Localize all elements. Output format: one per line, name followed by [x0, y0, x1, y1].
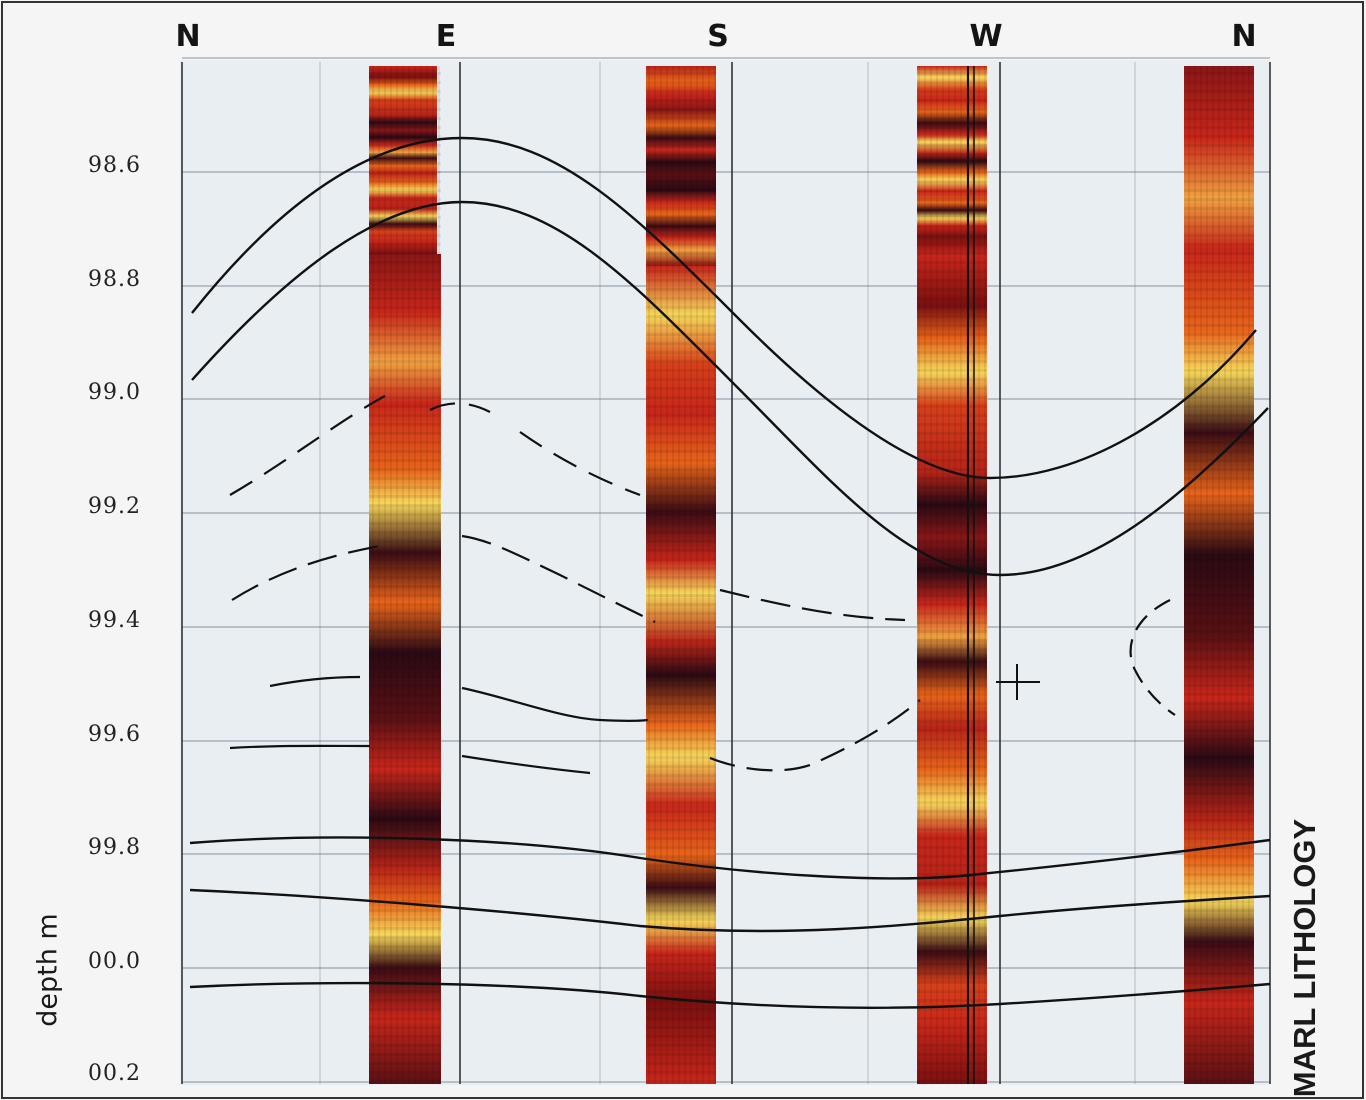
dashed-trace-1	[229, 395, 641, 497]
depth-tick-label: 98.6	[88, 153, 141, 178]
bedding-trace-2	[189, 888, 1271, 933]
dashed-trace-2	[231, 534, 906, 623]
depth-tick-label: 00.2	[88, 1061, 141, 1086]
direction-label-north-2: N	[1231, 19, 1257, 54]
fracture-trace-2	[191, 200, 1269, 577]
fracture-trace-1	[191, 136, 1257, 480]
depth-tick-label: 99.6	[88, 722, 141, 747]
depth-tick-label: 99.8	[88, 835, 141, 860]
trace-segment-3	[229, 744, 371, 750]
depth-tick-label: 99.0	[88, 380, 141, 405]
trace-segment-1	[269, 675, 361, 688]
image-strip-s	[646, 66, 716, 1084]
image-strip-e	[369, 66, 441, 1084]
depth-tick-label: 99.4	[88, 608, 141, 633]
image-strips	[369, 66, 1254, 1084]
direction-label-west: W	[969, 19, 1003, 54]
cross-marker	[996, 664, 1040, 700]
direction-lines	[181, 62, 1271, 1084]
depth-tick-label: 99.2	[88, 494, 141, 519]
lithology-label: MARL LITHOLOGY	[1287, 818, 1322, 1098]
dashed-trace-3	[1129, 599, 1176, 716]
trace-segment-2	[461, 686, 649, 722]
dashed-traces	[229, 395, 1176, 775]
depth-grid	[182, 57, 1270, 1084]
image-strip-n2	[1184, 66, 1254, 1084]
trace-segment-4	[461, 754, 591, 775]
bedding-trace-3	[189, 981, 1271, 1009]
depth-tick-label: 00.0	[88, 949, 141, 974]
bedding-trace-1	[189, 836, 1271, 880]
depth-axis-label: depth m	[32, 913, 64, 1027]
direction-label-south: S	[707, 19, 729, 54]
direction-label-east: E	[435, 19, 457, 54]
image-strip-w	[917, 66, 987, 1084]
depth-tick-label: 98.8	[88, 267, 141, 292]
bedding-traces	[189, 136, 1271, 1009]
direction-label-north: N	[175, 19, 201, 54]
dashed-trace-4	[709, 699, 921, 772]
